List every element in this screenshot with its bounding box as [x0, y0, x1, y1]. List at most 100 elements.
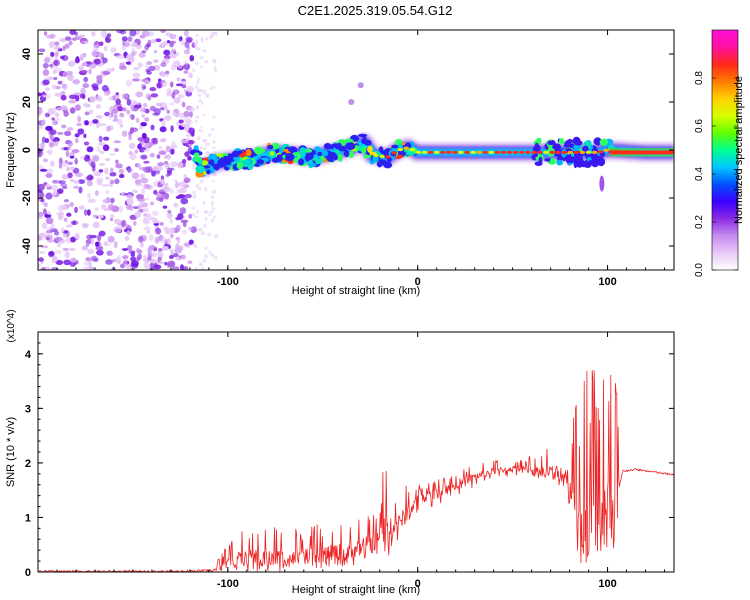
noise-blob	[54, 249, 62, 254]
noise-blob	[170, 249, 174, 254]
noise-blob	[173, 202, 179, 208]
noise-blob	[144, 117, 150, 122]
noise-blob	[46, 76, 54, 81]
noise-blob	[84, 156, 91, 162]
noise-blob	[175, 243, 180, 249]
noise-blob	[212, 140, 216, 144]
noise-blob	[51, 117, 55, 121]
noise-blob	[105, 176, 110, 180]
noise-blob	[109, 96, 114, 101]
noise-blob	[137, 198, 146, 202]
noise-blob	[74, 104, 81, 111]
noise-blob	[180, 80, 188, 85]
noise-blob	[102, 136, 110, 141]
noise-blob	[199, 56, 204, 60]
y-tick-label: -20	[21, 190, 33, 206]
noise-blob	[42, 94, 46, 98]
noise-blob	[192, 191, 196, 195]
noise-blob	[192, 243, 196, 246]
y-tick-label: -40	[21, 238, 33, 254]
noise-blob	[163, 192, 170, 200]
noise-blob	[168, 102, 175, 106]
noise-blob	[146, 70, 152, 75]
noise-blob	[196, 88, 200, 92]
ridge-core-dash	[585, 150, 592, 154]
noise-blob	[132, 66, 141, 71]
ridge-blob	[405, 151, 415, 156]
ridge-core-dash	[452, 150, 458, 154]
noise-blob	[69, 107, 76, 114]
noise-blob	[136, 247, 140, 254]
noise-blob	[107, 235, 115, 243]
noise-blob	[46, 34, 54, 39]
noise-blob	[129, 30, 137, 37]
noise-blob	[45, 183, 51, 188]
noise-blob	[94, 190, 99, 197]
ridge-core-dash	[458, 150, 464, 154]
noise-blob	[120, 191, 125, 196]
noise-blob	[102, 144, 110, 152]
ridge-blob	[339, 146, 347, 151]
y-tick-label: 20	[21, 96, 33, 108]
noise-blob	[83, 40, 89, 45]
noise-blob	[209, 35, 213, 39]
noise-blob	[202, 114, 206, 117]
noise-blob	[175, 83, 183, 87]
ridge-blob	[242, 159, 251, 164]
ridge-core-dash	[579, 150, 586, 154]
noise-blob	[141, 50, 147, 54]
noise-blob	[182, 266, 189, 270]
noise-blob	[102, 71, 111, 75]
ridge-blob	[547, 140, 554, 146]
noise-blob	[68, 94, 77, 100]
ridge-blob	[391, 144, 399, 149]
ridge-blob	[343, 149, 350, 158]
noise-blob	[213, 59, 217, 63]
ridge-blob	[594, 155, 602, 164]
noise-blob	[126, 165, 132, 173]
noise-blob	[45, 87, 50, 92]
ridge-blob	[299, 147, 306, 156]
noise-blob	[134, 211, 142, 218]
ridge-core-dash	[488, 150, 495, 154]
noise-blob	[145, 213, 152, 219]
noise-blob	[67, 62, 76, 67]
noise-blob	[192, 165, 196, 169]
noise-blob	[63, 259, 71, 266]
ridge-core-dash	[446, 150, 452, 154]
noise-blob	[178, 119, 184, 124]
noise-blob	[82, 266, 91, 270]
noise-blob	[196, 136, 201, 141]
x-tick-label: -100	[217, 276, 239, 288]
noise-blob	[208, 212, 212, 217]
noise-blob	[153, 50, 158, 54]
noise-blob	[197, 93, 202, 97]
noise-blob	[209, 87, 213, 91]
noise-blob	[92, 221, 100, 229]
noise-blob	[45, 125, 53, 131]
noise-blob	[141, 83, 147, 91]
noise-blob	[73, 180, 80, 184]
noise-blob	[210, 218, 215, 223]
noise-blob	[51, 184, 59, 192]
noise-blob	[115, 163, 123, 169]
noise-blob	[144, 197, 150, 201]
noise-blob	[187, 140, 195, 145]
noise-blob	[57, 80, 63, 85]
noise-blob	[175, 257, 183, 261]
noise-blob	[112, 118, 119, 122]
ridge-blob	[581, 160, 587, 168]
noise-blob	[43, 57, 51, 64]
noise-blob	[89, 95, 96, 103]
noise-blob	[140, 122, 148, 127]
ridge-blob	[344, 138, 353, 143]
noise-blob	[115, 159, 119, 164]
noise-blob	[86, 180, 93, 187]
noise-blob	[80, 87, 86, 95]
noise-blob	[156, 82, 163, 89]
noise-blob	[54, 117, 61, 121]
noise-blob	[132, 78, 141, 82]
noise-blob	[210, 194, 215, 199]
noise-blob	[79, 93, 86, 99]
ridge-core-dash	[500, 150, 507, 154]
